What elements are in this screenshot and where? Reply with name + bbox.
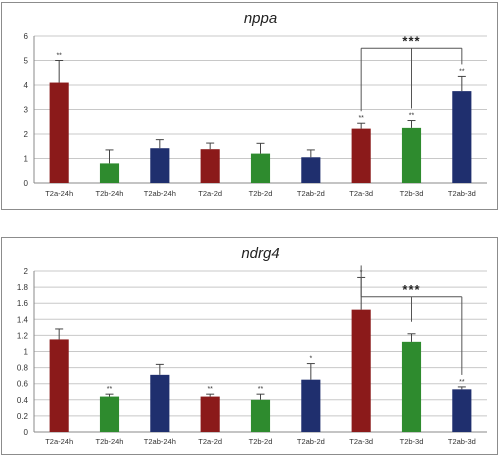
chart-panel-ndrg4: ndrg4 0 0.2 0.4 0.6 0.8 1 1.2 1.4 1.6 1.8 2 T2a-24h *…: [1, 237, 498, 455]
bar: [250, 399, 271, 432]
bar: [351, 309, 371, 432]
x-tick-label: T2ab-2d: [297, 189, 325, 198]
bar: [301, 157, 321, 183]
bar: [99, 396, 120, 432]
bracket-significance-label: ***: [402, 282, 420, 297]
y-tick-label: 2: [24, 267, 29, 276]
x-tick-label: T2b-24h: [96, 437, 124, 446]
y-tick-label: 0.8: [17, 364, 29, 373]
x-tick-label: T2b-2d: [249, 437, 273, 446]
significance-mark: **: [358, 115, 364, 122]
bar: [401, 127, 422, 183]
chart-title: ndrg4: [241, 245, 279, 262]
y-tick-label: 0: [24, 179, 29, 188]
significance-mark: **: [56, 53, 62, 60]
bar: [452, 91, 472, 183]
x-tick-label: T2a-2d: [198, 437, 222, 446]
x-tick-label: T2ab-24h: [144, 189, 176, 198]
x-tick-label: T2a-24h: [45, 437, 73, 446]
bar: [351, 128, 371, 183]
bar: [452, 389, 472, 432]
y-tick-label: 1.6: [17, 299, 29, 308]
chart-ndrg4: ndrg4 0 0.2 0.4 0.6 0.8 1 1.2 1.4 1.6 1.8 2 T2a-24h *…: [17, 245, 487, 446]
x-tick-label: T2b-3d: [400, 437, 424, 446]
bar: [150, 148, 170, 183]
y-tick-label: 0.4: [17, 396, 29, 405]
bar: [99, 163, 120, 183]
bar: [200, 396, 220, 432]
significance-mark: **: [107, 386, 113, 393]
x-tick-label: T2ab-2d: [297, 437, 325, 446]
x-tick-label: T2a-24h: [45, 189, 73, 198]
y-tick-label: 1: [24, 348, 29, 357]
y-tick-label: 5: [24, 57, 29, 66]
y-tick-label: 6: [24, 32, 29, 41]
bar: [49, 82, 69, 183]
y-tick-label: 0.2: [17, 412, 29, 421]
chart-nppa: nppa 0 1 2 3 4 5 6 ** T2a-24h T2b-24h T2ab-24h T2a-2…: [24, 10, 487, 198]
significance-mark: **: [459, 68, 465, 75]
x-tick-label: T2ab-3d: [448, 437, 476, 446]
y-tick-label: 1.2: [17, 331, 29, 340]
significance-mark: **: [258, 386, 264, 393]
bar: [401, 341, 422, 432]
x-tick-label: T2a-3d: [349, 189, 373, 198]
x-tick-label: T2ab-24h: [144, 437, 176, 446]
x-tick-label: T2a-3d: [349, 437, 373, 446]
y-tick-label: 1: [24, 155, 29, 164]
x-tick-label: T2b-3d: [400, 189, 424, 198]
significance-mark: **: [207, 386, 213, 393]
bar: [301, 379, 321, 432]
y-tick-label: 0.6: [17, 380, 29, 389]
y-tick-label: 1.4: [17, 315, 29, 324]
significance-mark: **: [459, 379, 465, 386]
bar: [250, 153, 271, 183]
significance-mark: **: [409, 113, 415, 120]
x-tick-label: T2ab-3d: [448, 189, 476, 198]
y-tick-label: 2: [24, 130, 29, 139]
bar: [150, 374, 170, 432]
chart-title: nppa: [244, 10, 277, 27]
bar: [49, 339, 69, 432]
y-tick-label: 4: [24, 81, 29, 90]
x-tick-label: T2b-2d: [249, 189, 273, 198]
y-tick-label: 3: [24, 106, 29, 115]
bar: [200, 149, 220, 183]
y-tick-label: 1.8: [17, 283, 29, 292]
x-tick-label: T2b-24h: [96, 189, 124, 198]
bracket-significance-label: ***: [402, 33, 420, 48]
y-tick-label: 0: [24, 428, 29, 437]
chart-panel-nppa: nppa 0 1 2 3 4 5 6 ** T2a-24h T2b-24h T2ab-24h T2a-2…: [1, 2, 498, 210]
x-tick-label: T2a-2d: [198, 189, 222, 198]
significance-mark: *: [309, 356, 312, 363]
